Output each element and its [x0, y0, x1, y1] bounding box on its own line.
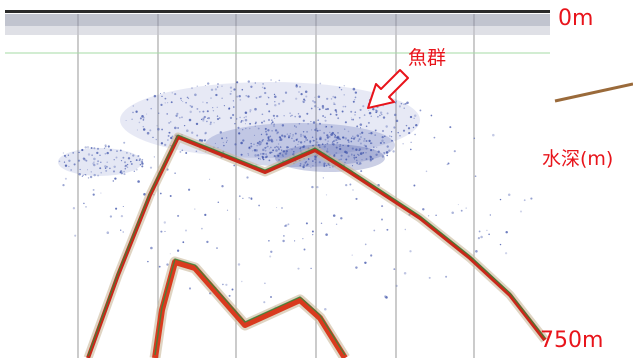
depth-axis-label: 水深(m): [542, 148, 614, 170]
fish-school-arrow: [367, 69, 409, 109]
echogram-panel: [5, 10, 550, 358]
depth-pointer-line: [554, 82, 633, 103]
ping-marker-lines: [77, 14, 475, 358]
seabed-echo: [83, 132, 549, 358]
second-bottom-echo: [149, 256, 350, 358]
surface-band: [5, 10, 550, 35]
background-noise: [5, 10, 550, 358]
depth-bottom-label: 750m: [540, 328, 604, 353]
depth-top-label: 0m: [558, 6, 594, 31]
fish-school-label: 魚群: [408, 47, 447, 69]
